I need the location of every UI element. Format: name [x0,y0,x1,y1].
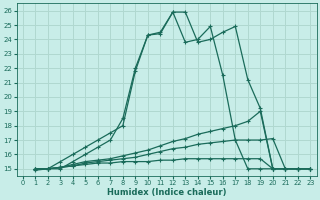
X-axis label: Humidex (Indice chaleur): Humidex (Indice chaleur) [107,188,226,197]
